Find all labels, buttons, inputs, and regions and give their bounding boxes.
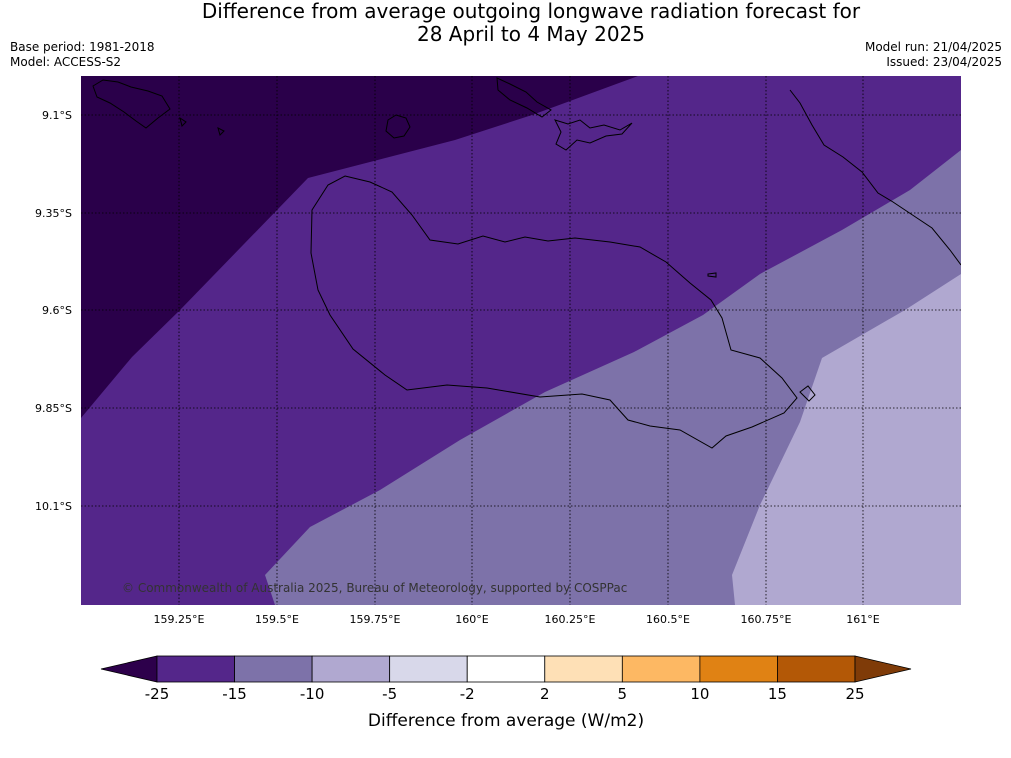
colorbar-segment — [311, 655, 391, 683]
coastline-guadalcanal — [310, 175, 798, 449]
colorbar-tick-label: -25 — [145, 685, 170, 703]
lat-label: 9.6°S — [42, 304, 72, 317]
colorbar-tick-label: 10 — [690, 685, 709, 703]
meta-left: Base period: 1981-2018 Model: ACCESS-S2 — [10, 40, 155, 70]
lat-label: 9.1°S — [42, 109, 72, 122]
lat-label: 9.35°S — [35, 207, 72, 220]
colorbar-tick-label: -5 — [382, 685, 397, 703]
meta-right: Model run: 21/04/2025 Issued: 23/04/2025 — [865, 40, 1002, 70]
colorbar-segment — [699, 655, 778, 683]
coastline-malaita — [789, 89, 961, 266]
colorbar-tick-label: 25 — [845, 685, 864, 703]
lon-label: 160.75°E — [741, 613, 792, 626]
title-line-2: 28 April to 4 May 2025 — [417, 22, 645, 46]
colorbar-tick-label: 5 — [618, 685, 628, 703]
coastline-florida-islands — [554, 119, 633, 151]
colorbar-tick-label: -10 — [300, 685, 325, 703]
copyright-text: © Commonwealth of Australia 2025, Bureau… — [122, 581, 627, 595]
colorbar-segment — [544, 655, 623, 683]
lat-label: 10.1°S — [35, 500, 72, 513]
lon-label: 160.5°E — [646, 613, 690, 626]
colorbar-segment — [621, 655, 701, 683]
colorbar-tick-label: 2 — [540, 685, 550, 703]
colorbar-tick-label: -15 — [222, 685, 247, 703]
colorbar-ticks: -25 -15 -10 -5 -2 2 5 10 15 25 — [145, 685, 865, 703]
colorbar-extend-low — [100, 655, 158, 683]
coastline-russell-islands — [92, 79, 171, 129]
base-period-text: Base period: 1981-2018 — [10, 40, 155, 54]
colorbar-label: Difference from average (W/m2) — [368, 711, 644, 731]
coastline-nggela-north — [496, 77, 552, 118]
colorbar — [100, 655, 912, 683]
map-area — [81, 76, 961, 605]
colorbar-segment — [156, 655, 235, 683]
lon-label: 159.25°E — [154, 613, 205, 626]
colorbar-segment — [777, 655, 856, 683]
colorbar-extend-high — [854, 655, 912, 683]
colorbar-tick-label: -2 — [460, 685, 475, 703]
graticule — [81, 76, 961, 605]
lon-label: 159.75°E — [350, 613, 401, 626]
lon-label: 159.5°E — [255, 613, 299, 626]
model-run-text: Model run: 21/04/2025 — [864, 40, 1002, 54]
coastline-small-islets — [179, 116, 816, 402]
issued-text: Issued: 23/04/2025 — [886, 55, 1002, 69]
map-title: Difference from average outgoing longwav… — [0, 0, 1011, 46]
colorbar-tick-label: 15 — [768, 685, 787, 703]
model-text: Model: ACCESS-S2 — [10, 55, 122, 69]
lon-label: 160°E — [455, 613, 488, 626]
lon-label: 161°E — [846, 613, 879, 626]
longitude-labels: 159.25°E 159.5°E 159.75°E 160°E 160.25°E 160.… — [154, 613, 880, 626]
lat-label: 9.85°S — [35, 402, 72, 415]
coastline-savo — [385, 114, 411, 139]
colorbar-segment — [389, 655, 468, 683]
zone-light-purple — [732, 274, 961, 605]
colorbar-segment — [466, 655, 546, 683]
colorbar-segment — [234, 655, 313, 683]
latitude-labels: 9.1°S 9.35°S 9.6°S 9.85°S 10.1°S — [35, 109, 72, 513]
title-line-1: Difference from average outgoing longwav… — [201, 0, 861, 23]
coastlines — [92, 77, 961, 449]
lon-label: 160.25°E — [545, 613, 596, 626]
